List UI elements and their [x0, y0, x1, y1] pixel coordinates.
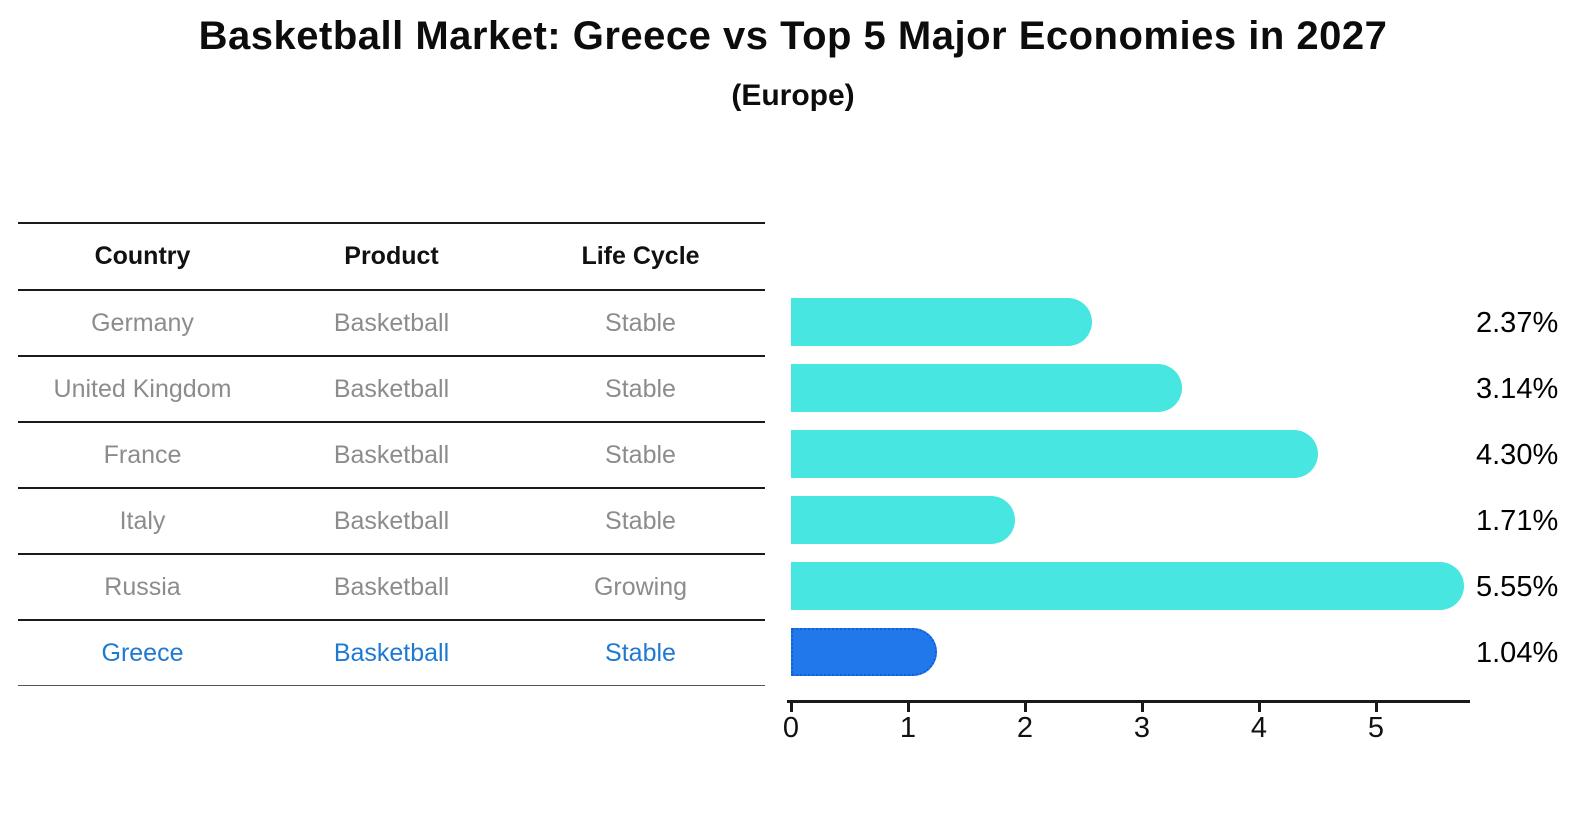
x-tick-mark-3: [1141, 703, 1144, 712]
table-header-row: Country Product Life Cycle: [18, 224, 765, 291]
cell-life-cycle: Stable: [605, 374, 676, 403]
bar-france: [791, 430, 1319, 478]
table-row-united-kingdom: United Kingdom Basketball Stable: [18, 357, 765, 423]
value-label-germany: 2.37%: [1476, 307, 1559, 339]
cell-country: Germany: [91, 308, 194, 337]
value-label-greece: 1.04%: [1476, 637, 1559, 669]
market-table: Country Product Life Cycle Germany Basket…: [18, 222, 765, 686]
col-header-life-cycle: Life Cycle: [581, 242, 700, 270]
table-row-france: France Basketball Stable: [18, 423, 765, 489]
cell-life-cycle: Stable: [605, 638, 676, 667]
value-label-united-kingdom: 3.14%: [1476, 373, 1559, 405]
col-header-country: Country: [94, 242, 191, 270]
table-row-russia: Russia Basketball Growing: [18, 555, 765, 621]
value-label-russia: 5.55%: [1476, 571, 1559, 603]
table-row-germany: Germany Basketball Stable: [18, 291, 765, 357]
bar-italy: [791, 496, 1016, 544]
x-tick-label-2: 2: [1016, 712, 1034, 744]
cell-product: Basketball: [333, 572, 450, 601]
bar-greece: [791, 628, 937, 676]
cell-country: Russia: [104, 572, 181, 601]
x-tick-mark-5: [1375, 703, 1378, 712]
x-tick-label-1: 1: [899, 712, 917, 744]
cell-life-cycle: Stable: [605, 440, 676, 469]
x-tick-label-4: 4: [1250, 712, 1268, 744]
x-tick-mark-2: [1024, 703, 1027, 712]
cell-life-cycle: Stable: [605, 506, 676, 535]
table-row-italy: Italy Basketball Stable: [18, 489, 765, 555]
bar-germany: [791, 298, 1093, 346]
cell-product: Basketball: [333, 374, 450, 403]
x-tick-label-3: 3: [1133, 712, 1151, 744]
x-tick-mark-0: [790, 703, 793, 712]
cell-country: France: [103, 440, 182, 469]
bar-united-kingdom: [791, 364, 1183, 412]
cell-life-cycle: Growing: [593, 572, 688, 601]
value-label-france: 4.30%: [1476, 439, 1559, 471]
x-tick-label-0: 0: [782, 712, 800, 744]
x-tick-mark-1: [907, 703, 910, 712]
cell-product: Basketball: [333, 506, 450, 535]
page-subtitle: (Europe): [731, 79, 855, 112]
cell-country: Italy: [119, 506, 166, 535]
x-tick-label-5: 5: [1367, 712, 1385, 744]
cell-product: Basketball: [333, 440, 450, 469]
col-header-product: Product: [344, 242, 439, 270]
cell-life-cycle: Stable: [605, 308, 676, 337]
cell-product: Basketball: [333, 308, 450, 337]
cell-country: United Kingdom: [53, 374, 232, 403]
x-axis-spine: [787, 700, 1470, 703]
value-label-italy: 1.71%: [1476, 505, 1559, 537]
page-title: Basketball Market: Greece vs Top 5 Major…: [198, 14, 1388, 58]
bar-russia: [791, 562, 1465, 610]
cell-country: Greece: [101, 638, 184, 667]
cell-product: Basketball: [333, 638, 450, 667]
x-tick-mark-4: [1258, 703, 1261, 712]
table-row-greece: Greece Basketball Stable: [18, 621, 765, 686]
